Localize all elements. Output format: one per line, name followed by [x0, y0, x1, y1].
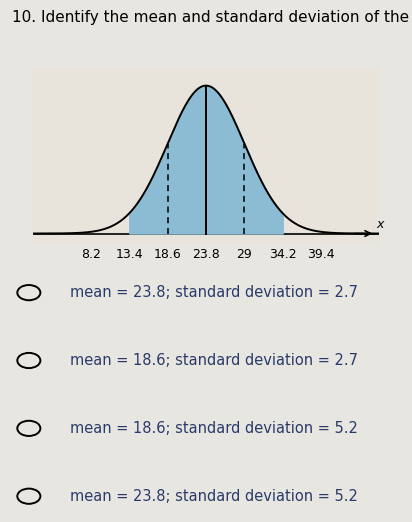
Text: 10. Identify the mean and standard deviation of the graph.: 10. Identify the mean and standard devia… — [12, 10, 412, 25]
Text: x: x — [377, 218, 384, 231]
Text: mean = 23.8; standard deviation = 2.7: mean = 23.8; standard deviation = 2.7 — [70, 285, 358, 300]
Text: mean = 18.6; standard deviation = 5.2: mean = 18.6; standard deviation = 5.2 — [70, 421, 358, 436]
Text: mean = 18.6; standard deviation = 2.7: mean = 18.6; standard deviation = 2.7 — [70, 353, 358, 368]
Text: mean = 23.8; standard deviation = 5.2: mean = 23.8; standard deviation = 5.2 — [70, 489, 358, 504]
